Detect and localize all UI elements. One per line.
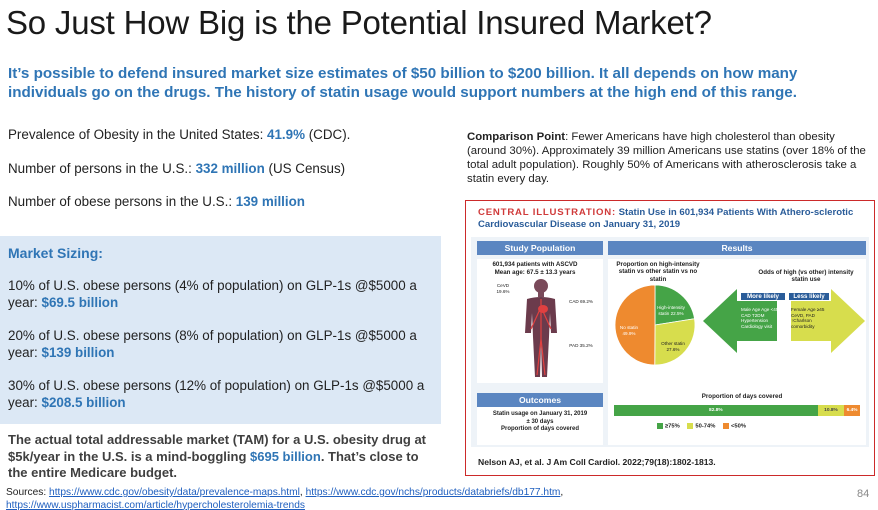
pdc-title: Proportion of days covered	[701, 393, 783, 400]
odds-title: Odds of high (vs other) intensity statin…	[758, 269, 854, 284]
pie-label-no-statin: No statin 49.9%	[619, 325, 639, 336]
page-number: 84	[857, 488, 870, 500]
more-likely-label: More likely	[741, 293, 785, 301]
stat-obese-persons: Number of obese persons in the U.S.: 139…	[8, 194, 305, 209]
pie-label-other: Other statin 27.6%	[661, 341, 685, 352]
slide-subtitle: It’s possible to defend insured market s…	[8, 65, 798, 101]
pie-slice-other-statin	[654, 318, 696, 366]
patients-summary: 601,934 patients with ASCVD Mean age: 67.…	[492, 261, 578, 276]
market-item: 30% of U.S. obese persons (12% of popula…	[8, 378, 425, 410]
source-link[interactable]: https://www.cdc.gov/nchs/products/databr…	[305, 487, 561, 498]
stat-value: 332 million	[195, 161, 265, 176]
pdc-bar-segment: 6.4%	[844, 405, 860, 416]
pie-title: Proportion on high-intensity statin vs o…	[616, 261, 700, 283]
market-sizing-panel: Market Sizing: 10% of U.S. obese persons…	[0, 236, 441, 424]
pad-label: PAD 35.2%	[569, 343, 593, 348]
market-item: 20% of U.S. obese persons (8% of populat…	[8, 328, 417, 360]
comparison-point: Comparison Point: Fewer Americans have h…	[467, 131, 866, 185]
market-item: 10% of U.S. obese persons (4% of populat…	[8, 278, 417, 310]
citation: Nelson AJ, et al. J Am Coll Cardiol. 202…	[478, 457, 716, 467]
source-link[interactable]: https://www.cdc.gov/obesity/data/prevale…	[49, 487, 300, 498]
pdc-bar-segment: 10.8%	[817, 405, 845, 416]
outcomes-header: Outcomes	[477, 393, 603, 407]
more-likely-factors: Male Age Age <45 CAD T2DM Hypertension C…	[741, 307, 779, 329]
human-body-icon	[525, 279, 557, 377]
results-header: Results	[608, 241, 866, 255]
less-likely-label: Less likely	[789, 293, 829, 301]
slide-title: So Just How Big is the Potential Insured…	[6, 4, 712, 41]
legend-swatch	[723, 423, 730, 429]
source-link[interactable]: https://www.uspharmacist.com/article/hyp…	[6, 499, 305, 510]
statin-pie-chart	[614, 284, 696, 366]
cad-label: CAD 69.2%	[569, 299, 594, 304]
stat-us-population: Number of persons in the U.S.: 332 milli…	[8, 161, 346, 176]
market-sizing-title: Market Sizing:	[8, 245, 103, 261]
pie-slice-no-statin	[614, 284, 656, 366]
legend-swatch	[657, 423, 663, 429]
sources: Sources: https://www.cdc.gov/obesity/dat…	[6, 487, 564, 510]
less-likely-factors: Female Age ≥45 CeVD, PAD ↑Charlson comor…	[791, 307, 825, 329]
tam-statement: The actual total addressable market (TAM…	[8, 432, 427, 480]
study-population-header: Study Population	[477, 241, 603, 255]
stat-value: 41.9%	[267, 127, 305, 142]
outcomes-text: Statin usage on January 31, 2019 ± 30 day…	[492, 411, 588, 432]
illustration-title: CENTRAL ILLUSTRATION: Statin Use in 601,…	[478, 207, 854, 230]
outcomes-card	[477, 407, 603, 445]
odds-arrows	[703, 289, 865, 353]
legend-swatch	[687, 423, 694, 429]
pie-slice-high-intensity-statin	[654, 284, 695, 326]
pie-label-high-intensity: High-intensity statin 22.5%	[657, 305, 685, 316]
pdc-bar-segment: 82.8%	[614, 405, 818, 416]
illustration-panel: Study Population Results 601,934 patient…	[471, 237, 869, 447]
central-illustration: CENTRAL ILLUSTRATION: Statin Use in 601,…	[465, 200, 875, 476]
cevd-label: CeVD 19.6%	[496, 283, 510, 294]
stat-value: 139 million	[235, 194, 305, 209]
pdc-legend: ≥75% 50-74% <50%	[651, 423, 746, 430]
stat-obesity-prevalence: Prevalence of Obesity in the United Stat…	[8, 127, 351, 142]
